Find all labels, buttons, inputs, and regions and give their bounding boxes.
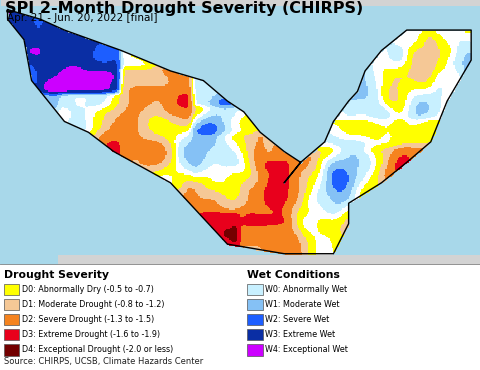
FancyBboxPatch shape	[4, 329, 19, 340]
Text: D2: Severe Drought (-1.3 to -1.5): D2: Severe Drought (-1.3 to -1.5)	[22, 315, 154, 324]
Text: W4: Exceptional Wet: W4: Exceptional Wet	[265, 345, 348, 354]
FancyBboxPatch shape	[4, 314, 19, 326]
FancyBboxPatch shape	[247, 284, 263, 295]
Text: W0: Abnormally Wet: W0: Abnormally Wet	[265, 285, 347, 294]
Text: D1: Moderate Drought (-0.8 to -1.2): D1: Moderate Drought (-0.8 to -1.2)	[22, 300, 164, 309]
Text: D3: Extreme Drought (-1.6 to -1.9): D3: Extreme Drought (-1.6 to -1.9)	[22, 330, 160, 339]
FancyBboxPatch shape	[4, 299, 19, 310]
Text: W3: Extreme Wet: W3: Extreme Wet	[265, 330, 335, 339]
Text: Apr. 21 - Jun. 20, 2022 [final]: Apr. 21 - Jun. 20, 2022 [final]	[7, 13, 158, 23]
Text: D4: Exceptional Drought (-2.0 or less): D4: Exceptional Drought (-2.0 or less)	[22, 345, 173, 354]
FancyBboxPatch shape	[247, 344, 263, 356]
Text: Drought Severity: Drought Severity	[4, 270, 109, 280]
Text: D0: Abnormally Dry (-0.5 to -0.7): D0: Abnormally Dry (-0.5 to -0.7)	[22, 285, 154, 294]
Text: SPI 2-Month Drought Severity (CHIRPS): SPI 2-Month Drought Severity (CHIRPS)	[5, 1, 363, 16]
FancyBboxPatch shape	[247, 299, 263, 310]
Text: W2: Severe Wet: W2: Severe Wet	[265, 315, 329, 324]
FancyBboxPatch shape	[247, 314, 263, 326]
Text: Source: CHIRPS, UCSB, Climate Hazards Center: Source: CHIRPS, UCSB, Climate Hazards Ce…	[4, 357, 203, 366]
FancyBboxPatch shape	[247, 329, 263, 340]
FancyBboxPatch shape	[4, 284, 19, 295]
Text: W1: Moderate Wet: W1: Moderate Wet	[265, 300, 339, 309]
FancyBboxPatch shape	[4, 344, 19, 356]
Text: Wet Conditions: Wet Conditions	[247, 270, 340, 280]
